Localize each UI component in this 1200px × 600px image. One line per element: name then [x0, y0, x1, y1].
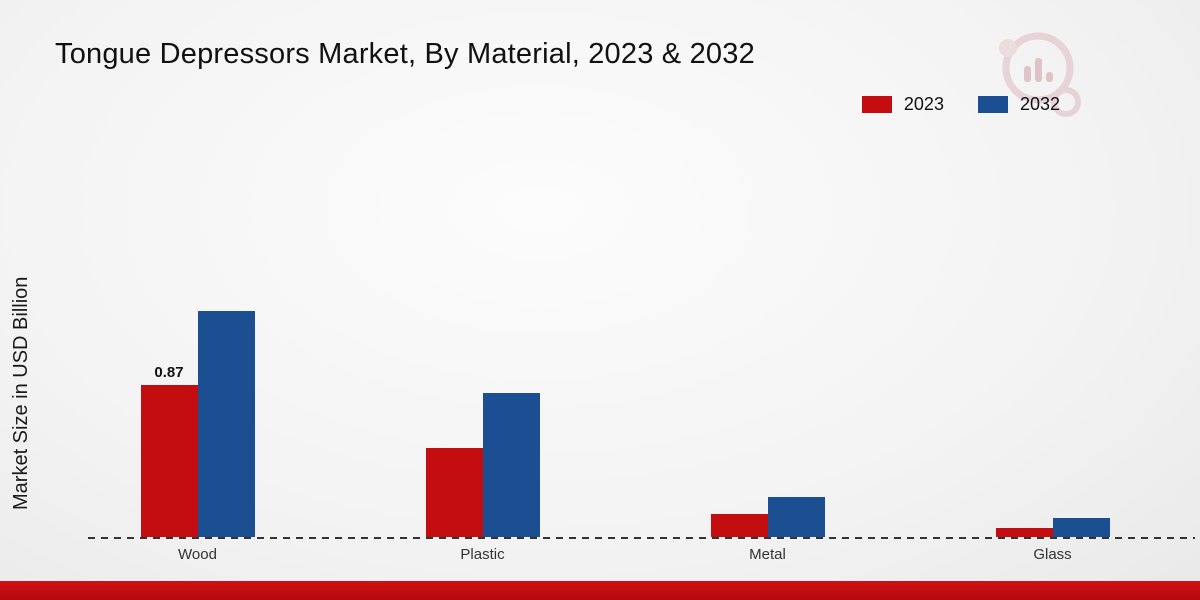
footer-accent-band: [0, 581, 1200, 600]
legend: 2023 2032: [861, 94, 1060, 115]
legend-item-2023: 2023: [861, 94, 944, 115]
bar-2032-wood: [197, 311, 255, 537]
legend-swatch-2023: [861, 96, 892, 113]
category-label-glass: Glass: [1033, 546, 1072, 563]
bar-2023-plastic: [425, 448, 483, 537]
bar-2023-glass: [995, 528, 1053, 537]
brand-watermark-icon: [999, 32, 1081, 117]
plot-area: 0.87: [55, 80, 1195, 537]
bar-2023-metal: [710, 514, 768, 537]
legend-label-2032: 2032: [1019, 94, 1060, 114]
bar-group-plastic: [340, 80, 625, 537]
legend-item-2032: 2032: [977, 94, 1060, 115]
chart-title: Tongue Depressors Market, By Material, 2…: [55, 38, 755, 70]
bar-value-label-2023-wood: 0.87: [154, 364, 184, 381]
category-label-wood: Wood: [178, 546, 217, 563]
legend-swatch-2032: [977, 96, 1008, 113]
category-label-metal: Metal: [749, 546, 786, 563]
y-axis-label: Market Size in USD Billion: [10, 276, 32, 510]
bar-group-glass: [910, 80, 1195, 537]
legend-label-2023: 2023: [903, 94, 944, 114]
bar-2023-wood: 0.87: [140, 364, 198, 537]
x-axis-baseline: [88, 537, 1195, 539]
category-label-plastic: Plastic: [460, 546, 505, 563]
bar-2032-metal: [767, 497, 825, 537]
x-axis-category-labels: Wood Plastic Metal Glass: [55, 546, 1195, 563]
bar-2032-glass: [1052, 518, 1110, 537]
bar-group-wood: 0.87: [55, 80, 340, 537]
bar-group-metal: [625, 80, 910, 537]
bar-2032-plastic: [482, 393, 540, 537]
